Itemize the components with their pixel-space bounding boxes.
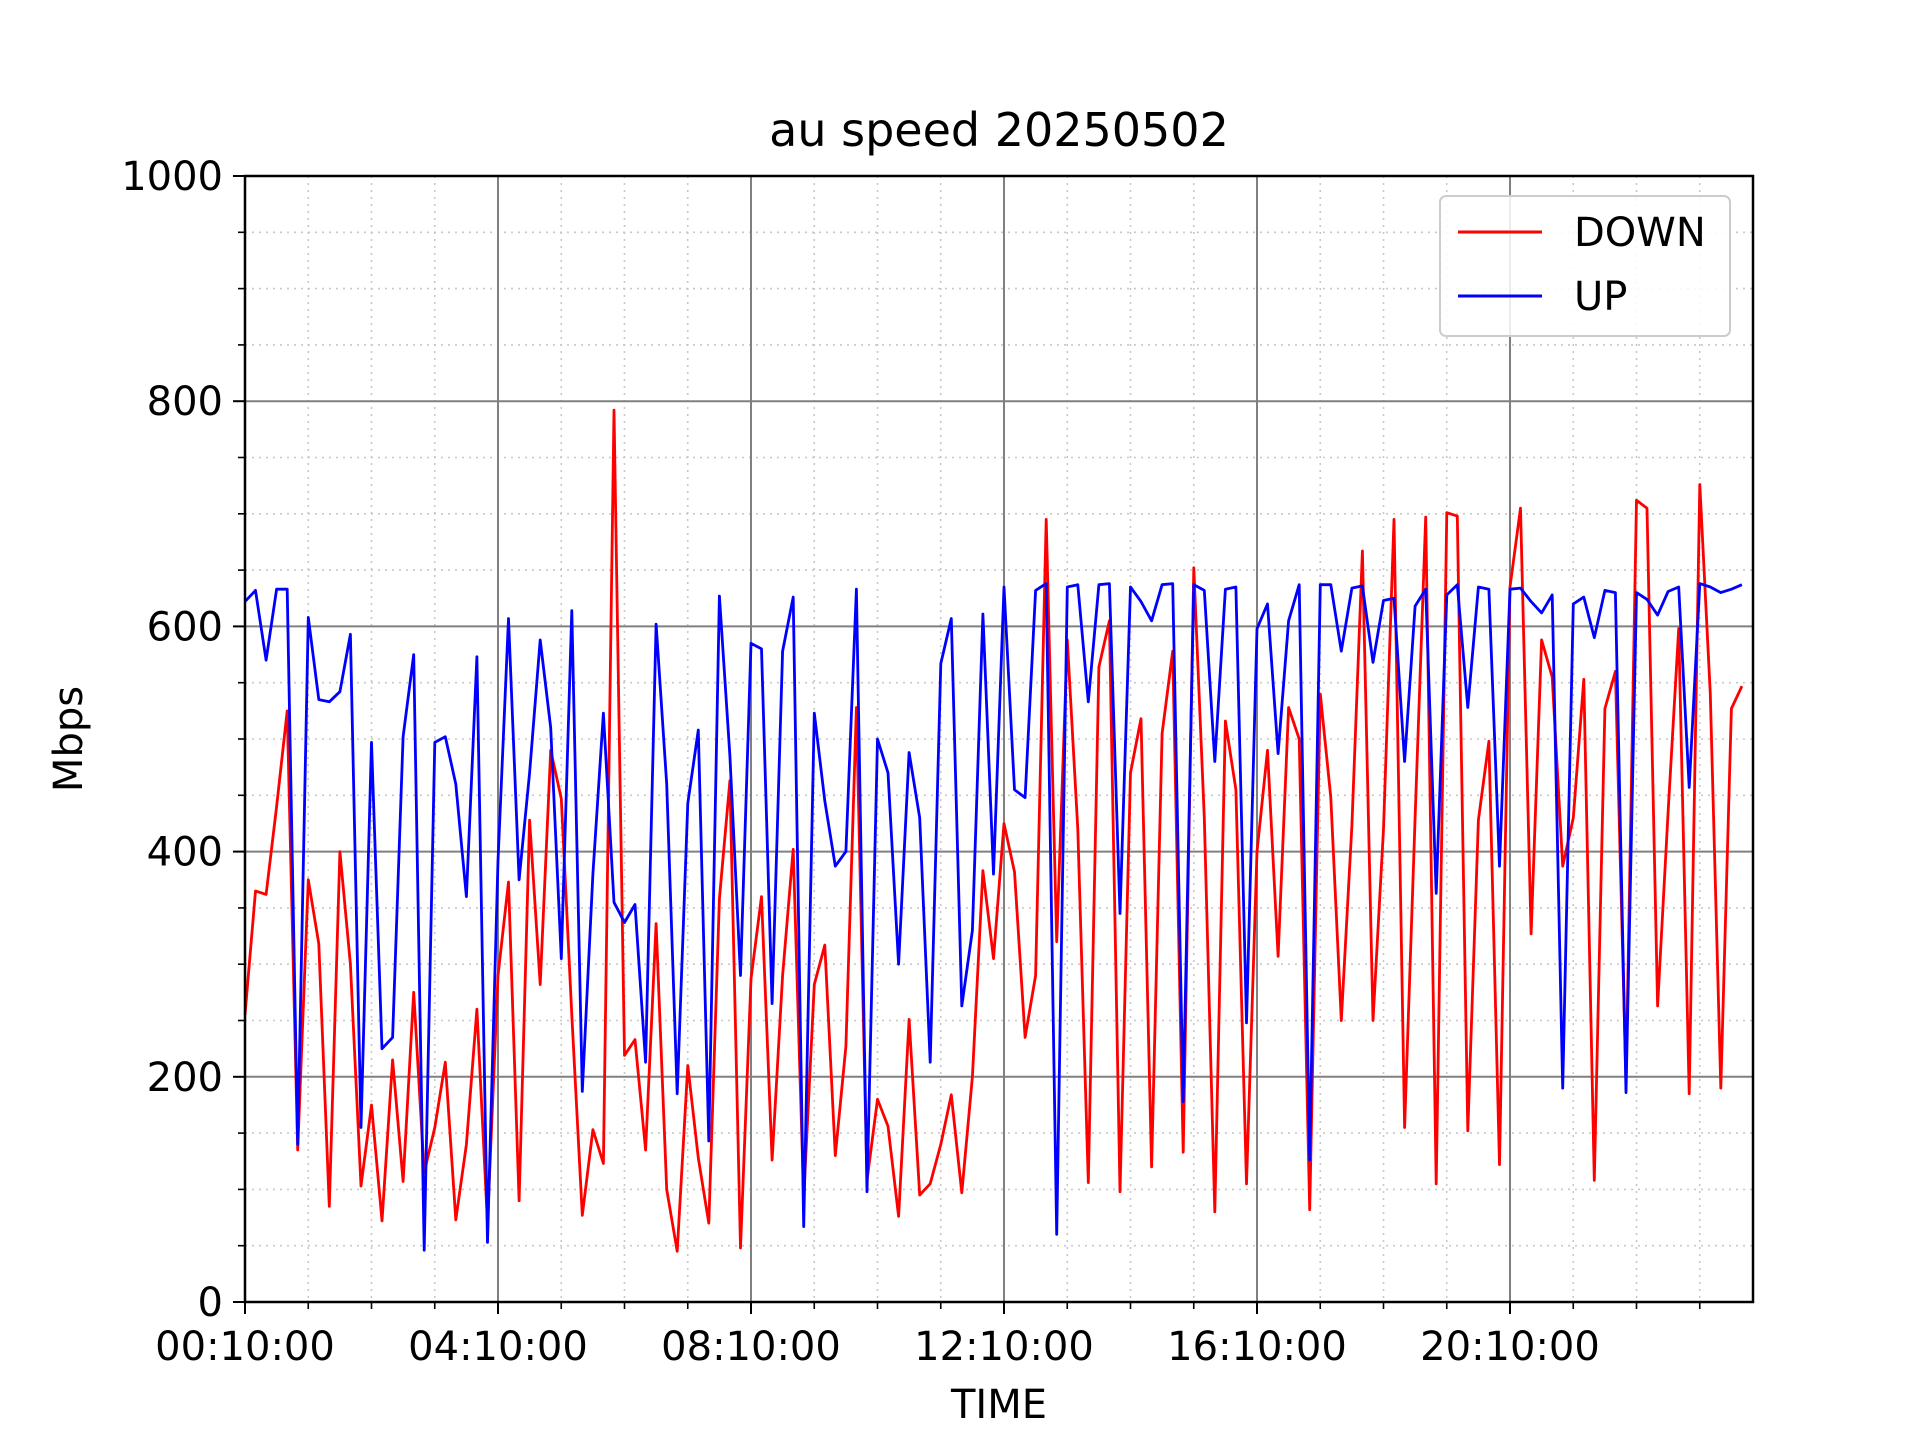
y-tick-label: 600: [147, 604, 223, 650]
axis-ticks: [233, 175, 1701, 1314]
y-tick-label: 0: [198, 1280, 223, 1326]
y-tick-label: 1000: [121, 154, 223, 200]
y-axis-title: Mbps: [46, 686, 92, 792]
series-layer: [243, 408, 1744, 1253]
minor-grid: [245, 176, 1753, 1302]
x-tick-label: 12:10:00: [914, 1324, 1094, 1370]
y-tick-label: 200: [147, 1055, 223, 1101]
x-tick-label: 00:10:00: [155, 1324, 335, 1370]
y-tick-label: 800: [147, 379, 223, 425]
x-tick-label: 08:10:00: [661, 1324, 841, 1370]
series-line-up: [243, 582, 1743, 1252]
x-tick-label: 20:10:00: [1420, 1324, 1600, 1370]
x-axis-title: TIME: [950, 1382, 1047, 1428]
legend-label-up: UP: [1574, 274, 1627, 320]
x-tick-label: 16:10:00: [1167, 1324, 1347, 1370]
legend: DOWN UP: [1439, 195, 1731, 337]
major-grid: [245, 176, 1753, 1302]
x-tick-label: 04:10:00: [408, 1324, 588, 1370]
series-line-down: [243, 408, 1744, 1253]
chart-title: au speed 20250502: [769, 103, 1229, 157]
tick-labels: 0 200 400 600 800 1000 00:10:00 04:10:00 08:10:0…: [121, 154, 1600, 1370]
y-tick-label: 400: [147, 830, 223, 876]
legend-label-down: DOWN: [1574, 210, 1706, 256]
